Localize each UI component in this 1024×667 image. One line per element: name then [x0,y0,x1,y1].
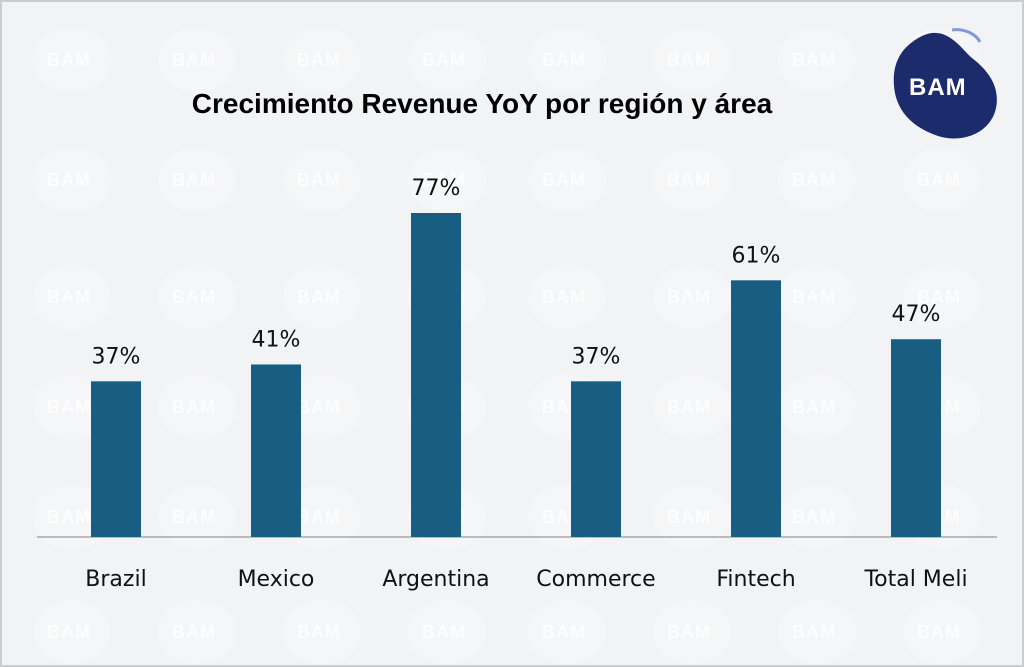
watermark-text: BAM [653,148,731,212]
watermark-text: BAM [158,148,236,212]
watermark-text: BAM [653,600,731,664]
category-label: Commerce [536,567,655,592]
watermark-text: BAM [528,600,606,664]
watermark-text: BAM [283,600,361,664]
watermark-text: BAM [778,485,856,549]
watermark-text: BAM [283,148,361,212]
bar-fintech [731,280,781,537]
watermark-text: BAM [653,485,731,549]
watermark-text: BAM [653,28,731,92]
watermark-text: BAM [778,28,856,92]
bar-total-meli [891,339,941,537]
watermark-text: BAM [33,600,111,664]
category-label: Argentina [382,567,489,592]
bar-brazil [91,381,141,537]
watermark-text: BAM [158,28,236,92]
bam-logo [893,28,997,139]
watermark-text: BAM [903,148,981,212]
watermark-text: BAM [408,600,486,664]
category-label: Fintech [716,567,795,592]
watermark-text: BAM [158,375,236,439]
data-label: 77% [412,176,461,201]
category-label: Brazil [85,567,146,592]
watermark-text: BAM [653,265,731,329]
watermark-text: BAM [528,265,606,329]
watermark-text: BAM [283,28,361,92]
watermark-text: BAM [778,375,856,439]
category-label: Mexico [238,567,315,592]
watermark-text: BAM [33,28,111,92]
data-label: 37% [572,344,621,369]
watermark-text: BAM [653,375,731,439]
category-label: Total Meli [863,567,967,592]
bar-commerce [571,381,621,537]
watermark-text: BAM [778,265,856,329]
bar-argentina [411,213,461,537]
watermark-text: BAM [778,148,856,212]
data-label: 47% [892,302,941,327]
chart-title: Crecimiento Revenue YoY por región y áre… [191,88,773,119]
watermark-text: BAM [158,265,236,329]
watermark-text: BAM [903,265,981,329]
watermark-text: BAM [408,28,486,92]
logo-text: BAM [909,74,967,101]
watermark-text: BAM [158,485,236,549]
watermark-text: BAM [33,148,111,212]
watermark-text: BAM [283,265,361,329]
data-label: 61% [732,243,781,268]
watermark-text: BAM [778,600,856,664]
watermark-text: BAM [528,148,606,212]
data-label: 41% [252,327,301,352]
watermark-text: BAM [408,148,486,212]
watermark-text: BAM [33,265,111,329]
bar-mexico [251,364,301,537]
watermark-text: BAM [903,600,981,664]
data-label: 37% [92,344,141,369]
watermark-text: BAM [158,600,236,664]
watermark-text: BAM [528,28,606,92]
